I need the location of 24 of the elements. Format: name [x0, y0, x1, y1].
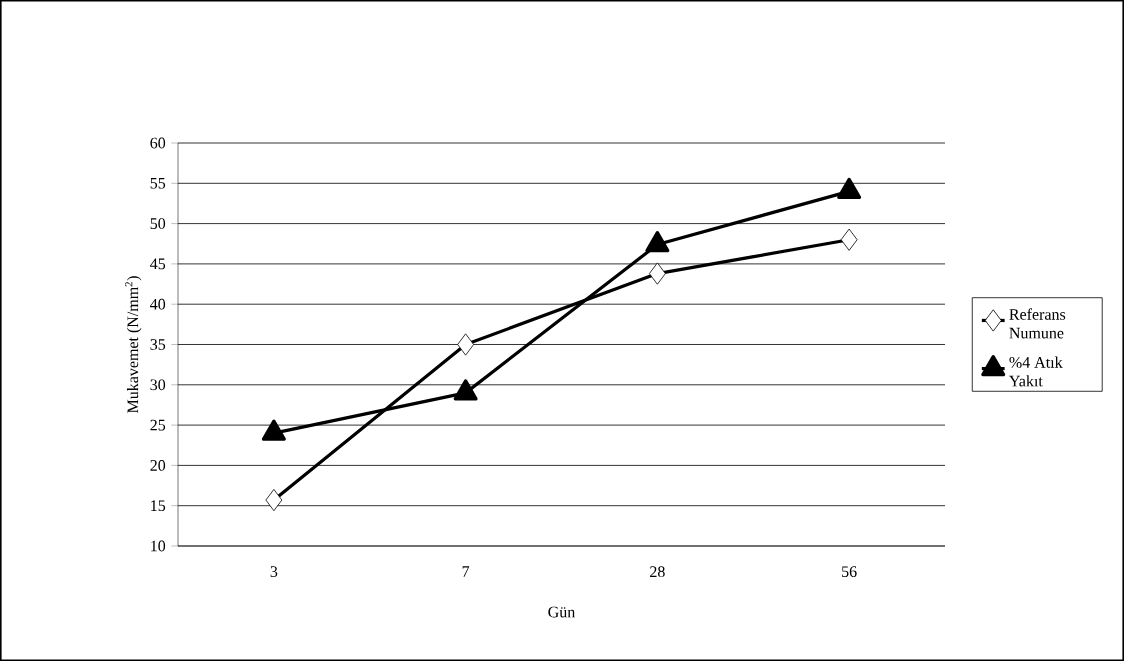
y-tick-label: 30 — [150, 379, 166, 391]
y-tick-label: 55 — [150, 177, 166, 189]
x-tick-label: 7 — [462, 566, 470, 577]
x-tick-label: 28 — [650, 566, 665, 578]
y-tick-label: 50 — [150, 218, 166, 229]
y-tick-label: 45 — [150, 258, 166, 270]
y-tick-label: 25 — [150, 419, 166, 431]
x-tick-label: 3 — [270, 566, 278, 578]
legend-label: %4 Atık Yakıt — [1009, 356, 1063, 387]
point — [265, 488, 283, 512]
y-tick-label: 35 — [150, 339, 166, 350]
legend-label: Referans Numune — [1009, 308, 1066, 339]
y-tick-label: 60 — [150, 137, 166, 149]
x-tick-label: 56 — [842, 566, 857, 578]
y-axis-title: Mukavemet (N/mm$^{2}$) — [125, 276, 142, 414]
y-tick-label: 15 — [151, 500, 166, 512]
point — [645, 230, 670, 253]
y-tick-label: 20 — [150, 460, 166, 471]
point — [457, 333, 475, 356]
y-tick-label: 10 — [151, 540, 166, 552]
y-tick-label: 40 — [150, 298, 166, 310]
point — [837, 177, 862, 199]
point — [453, 379, 478, 401]
x-axis-title: Gün — [548, 606, 576, 618]
